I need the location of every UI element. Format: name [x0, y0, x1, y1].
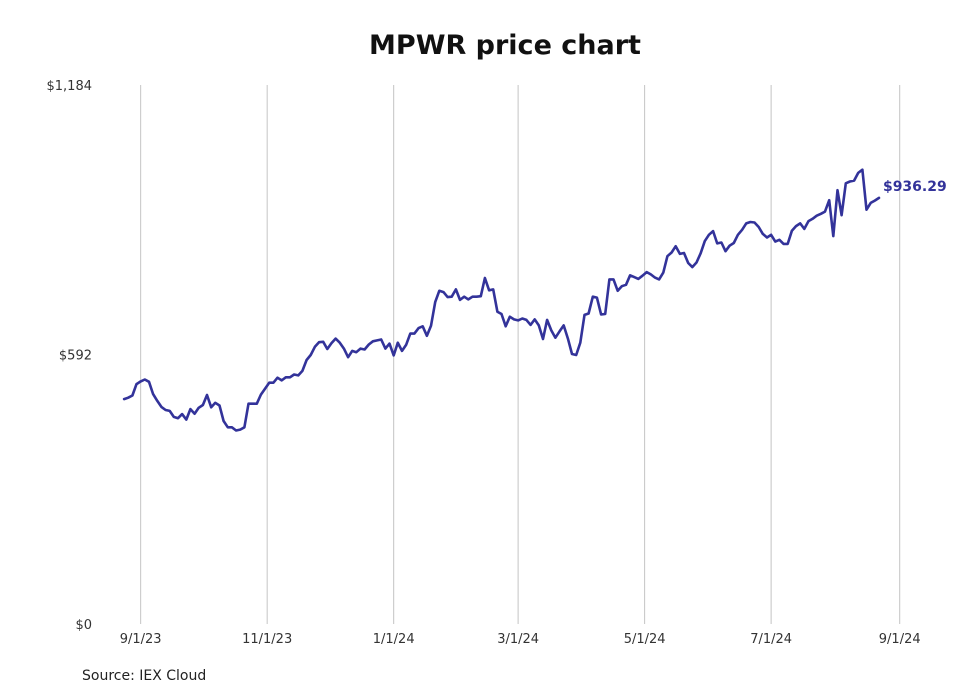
y-tick-label: $592 [59, 349, 92, 364]
y-tick-label: $0 [75, 618, 92, 633]
x-tick-label: 3/1/24 [497, 632, 539, 647]
x-tick-label: 1/1/24 [373, 632, 415, 647]
y-axis-ticks: $0 $592 $1,184 [47, 79, 93, 633]
x-tick-label: 5/1/24 [624, 632, 666, 647]
grid-lines [140, 85, 901, 624]
price-line [122, 168, 881, 432]
source-note: Source: IEX Cloud [82, 668, 207, 684]
x-tick-label: 9/1/24 [879, 632, 921, 647]
x-tick-label: 9/1/23 [120, 632, 162, 647]
x-axis-ticks: 9/1/23 11/1/23 1/1/24 3/1/24 5/1/24 7/1/24 9/1… [120, 632, 921, 647]
chart-title: MPWR price chart [369, 30, 641, 61]
x-tick-label: 11/1/23 [242, 632, 292, 647]
x-tick-label: 7/1/24 [750, 632, 792, 647]
y-tick-label: $1,184 [47, 79, 93, 94]
last-price-label: $936.29 [883, 179, 947, 195]
